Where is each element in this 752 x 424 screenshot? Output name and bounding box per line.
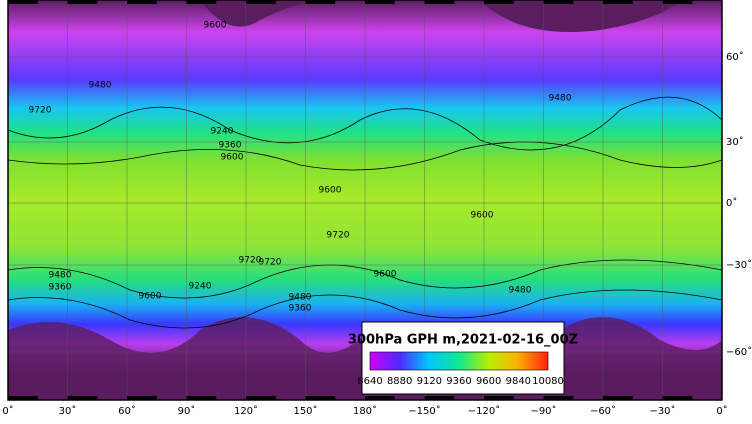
lat-label: 30˚ — [726, 136, 744, 148]
colorbar-tick-label: 8880 — [387, 376, 412, 387]
contour-label: 9720 — [239, 256, 262, 266]
contour-line — [7, 289, 723, 329]
lon-label: 30˚ — [59, 405, 77, 417]
lon-label: 120˚ — [234, 405, 258, 417]
frame-tick — [67, 396, 98, 400]
frame-tick — [484, 396, 514, 400]
polar-low — [8, 0, 680, 32]
frame-tick — [365, 396, 395, 400]
frame-tick — [484, 0, 514, 4]
colorbar-title: 300hPa GPH m,2021-02-16_00Z — [348, 333, 578, 348]
lon-label: 150˚ — [293, 405, 317, 417]
frame-tick — [305, 0, 336, 4]
lat-label: −60˚ — [726, 346, 752, 358]
lon-label: 60˚ — [118, 405, 136, 417]
lat-label: 0˚ — [726, 197, 737, 209]
contour-label: 9480 — [49, 271, 72, 281]
frame-tick — [603, 396, 633, 400]
contour-label: 9240 — [189, 282, 212, 292]
lon-label: −60˚ — [590, 405, 616, 417]
frame-tick — [365, 0, 395, 4]
frame-tick — [186, 0, 217, 4]
lon-label: −120˚ — [468, 405, 500, 417]
contour-label: 9240 — [211, 127, 234, 137]
frame-tick — [543, 396, 574, 400]
lat-label: 60˚ — [726, 51, 744, 63]
contour-line — [7, 141, 723, 171]
frame-tick — [424, 0, 455, 4]
contour-label: 9480 — [549, 94, 572, 104]
frame-tick — [662, 396, 693, 400]
contour-label: 9600 — [374, 270, 397, 280]
contour-label: 9480 — [509, 286, 532, 296]
frame-tick — [603, 0, 633, 4]
frame-tick — [246, 396, 276, 400]
colorbar-tick-label: 9600 — [476, 376, 501, 387]
lon-label: −90˚ — [530, 405, 556, 417]
colorbar — [369, 351, 549, 371]
colorbar-tick-label: 10080 — [532, 376, 564, 387]
frame-tick — [305, 396, 336, 400]
colorbar-panel: 300hPa GPH m,2021-02-16_00Z — [348, 321, 578, 395]
frame-tick — [662, 0, 693, 4]
frame-tick — [127, 0, 157, 4]
contour-label: 9600 — [471, 211, 494, 221]
lon-label: 90˚ — [178, 405, 196, 417]
contour-label: 9480 — [289, 293, 312, 303]
contour-label: 9360 — [49, 283, 72, 293]
frame-tick — [543, 0, 574, 4]
lon-label: 0˚ — [2, 405, 13, 417]
frame-tick — [8, 396, 38, 400]
frame-tick — [127, 396, 157, 400]
contour-label: 9600 — [221, 153, 244, 163]
colorbar-tick-label: 9360 — [446, 376, 471, 387]
colorbar-tick-label: 9120 — [417, 376, 442, 387]
contour-label: 9720 — [327, 231, 350, 241]
contour-label: 9480 — [89, 81, 112, 91]
contour-label: 9720 — [29, 106, 52, 116]
frame-tick — [186, 396, 217, 400]
colorbar-tick-label: 9840 — [506, 376, 531, 387]
contour-label: 9360 — [219, 141, 242, 151]
contour-line — [7, 96, 723, 151]
lon-label: −150˚ — [408, 405, 440, 417]
frame-tick — [8, 0, 38, 4]
contour-label: 9600 — [319, 186, 342, 196]
frame-tick — [424, 396, 455, 400]
lon-label: 180˚ — [353, 405, 377, 417]
lon-label: −30˚ — [649, 405, 675, 417]
colorbar-tick-label: 8640 — [357, 376, 382, 387]
contour-line — [7, 259, 723, 299]
contour-label: 9720 — [259, 258, 282, 268]
contour-label: 9360 — [289, 304, 312, 314]
frame-tick — [246, 0, 276, 4]
frame-tick — [67, 0, 98, 4]
contour-label: 9600 — [139, 292, 162, 302]
lon-label: 0˚ — [716, 405, 727, 417]
contour-label: 9600 — [204, 21, 227, 31]
lat-label: −30˚ — [726, 259, 752, 271]
